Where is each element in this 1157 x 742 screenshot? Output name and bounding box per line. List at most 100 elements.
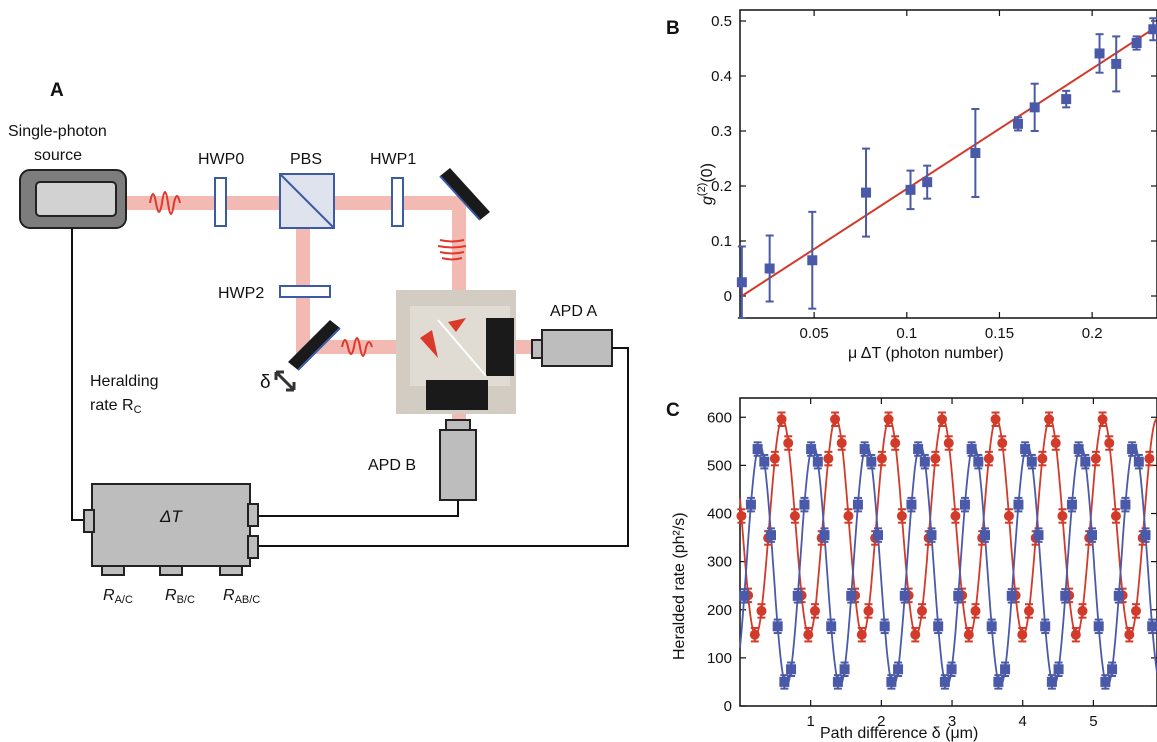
c-data-point-circle	[756, 603, 767, 619]
c-data-point-square	[1020, 441, 1031, 457]
c-square-marker	[846, 590, 857, 601]
c-square-marker	[792, 590, 803, 601]
b-x-tick-label: 0.15	[985, 325, 1014, 342]
c-square-marker	[959, 499, 970, 510]
panel-b-plot-frame	[739, 9, 1157, 319]
b-y-tick-label: 0.5	[711, 13, 732, 30]
b-square-marker	[764, 263, 775, 274]
hwp2-label: HWP2	[218, 285, 264, 302]
c-data-point-square	[913, 441, 924, 457]
c-data-point-square	[1060, 588, 1071, 604]
c-square-marker	[1073, 444, 1084, 455]
c-data-point-square	[946, 661, 957, 678]
c-circle-marker	[983, 453, 994, 464]
b-square-marker	[1061, 94, 1072, 105]
b-data-point	[1111, 35, 1122, 93]
c-data-point-circle	[1070, 626, 1081, 643]
c-data-point-square	[1013, 496, 1024, 513]
b-data-point	[1029, 82, 1040, 132]
c-square-marker	[806, 444, 817, 455]
c-data-point-circle	[1090, 450, 1101, 467]
b-square-marker	[1131, 38, 1142, 48]
c-square-marker	[866, 456, 877, 467]
c-data-point-circle	[890, 435, 901, 451]
c-data-point-square	[1100, 674, 1111, 690]
c-circle-marker	[883, 414, 894, 425]
c-data-point-square	[846, 588, 857, 604]
panel-b-x-axis-label: μ ΔT (photon number)	[848, 345, 1004, 362]
r-bc-label: RB/C	[165, 587, 195, 606]
c-circle-marker	[943, 438, 954, 449]
c-data-point-square	[919, 453, 930, 470]
panel-c-x-ticks: 1 2 3 4 5	[807, 398, 1098, 730]
apd-b-detector	[439, 419, 477, 501]
pbs-label: PBS	[290, 151, 322, 168]
c-circle-marker	[789, 510, 800, 521]
c-circle-marker	[736, 510, 747, 521]
photon-pulse-icon	[149, 191, 181, 215]
c-data-point-square	[953, 588, 964, 604]
c-square-marker	[745, 499, 756, 510]
apd-a-label: APD A	[550, 303, 597, 320]
c-data-point-square	[933, 618, 944, 635]
c-square-marker	[899, 590, 910, 601]
b-fit-line	[741, 25, 1157, 297]
c-data-point-square	[812, 453, 823, 470]
c-data-point-square	[1107, 661, 1118, 678]
c-square-marker	[1120, 499, 1131, 510]
c-circle-marker	[1003, 510, 1014, 521]
c-y-tick-label: 100	[707, 650, 732, 667]
c-data-point-square	[826, 618, 837, 635]
c-square-marker	[926, 530, 937, 541]
source-label-line2: source	[34, 147, 82, 164]
c-data-point-square	[926, 527, 937, 543]
c-square-marker	[1006, 590, 1017, 601]
c-circle-marker	[1110, 510, 1121, 521]
c-data-point-square	[1087, 527, 1098, 543]
panel-a-setup: A Single-photon source HWP0	[8, 80, 629, 606]
panel-c-y-axis-label: Heralded rate (ph²/s)	[671, 512, 688, 660]
c-square-marker	[1093, 621, 1104, 632]
c-square-marker	[1033, 530, 1044, 541]
c-square-marker	[759, 456, 770, 467]
c-circle-marker	[803, 629, 814, 640]
c-data-point-square	[759, 453, 770, 470]
c-data-point-square	[1053, 661, 1064, 678]
c-square-marker	[973, 456, 984, 467]
c-square-marker	[986, 621, 997, 632]
b-data-point	[1131, 35, 1142, 51]
c-data-point-square	[779, 674, 790, 690]
c-circle-marker	[990, 414, 1001, 425]
b-x-tick-label: 0.2	[1082, 325, 1103, 342]
translation-arrow-icon	[274, 370, 296, 392]
c-data-point-square	[1120, 496, 1131, 513]
b-square-marker	[970, 148, 981, 158]
c-square-marker	[1046, 676, 1057, 687]
c-data-point-square	[1040, 618, 1051, 635]
c-data-point-circle	[830, 411, 841, 427]
c-square-marker	[786, 664, 797, 675]
photon-pulse-icon-3	[341, 337, 373, 357]
c-y-tick-label: 0	[724, 698, 732, 715]
c-square-marker	[879, 621, 890, 632]
c-square-marker	[852, 499, 863, 510]
c-square-marker	[832, 676, 843, 687]
c-y-tick-label: 400	[707, 506, 732, 523]
c-x-tick-label: 4	[1019, 713, 1027, 730]
b-data-point	[1148, 17, 1157, 42]
c-circle-marker	[970, 605, 981, 616]
c-circle-marker	[1077, 605, 1088, 616]
c-circle-marker	[843, 510, 854, 521]
c-square-marker	[1040, 621, 1051, 632]
c-circle-marker	[930, 453, 941, 464]
c-circle-marker	[823, 453, 834, 464]
c-circle-marker	[776, 414, 787, 425]
b-square-marker	[905, 184, 916, 195]
c-square-marker	[1060, 590, 1071, 601]
apd-b-label: APD B	[368, 457, 416, 474]
c-data-point-square	[1000, 661, 1011, 678]
b-square-marker	[1094, 48, 1105, 59]
c-data-point-circle	[789, 508, 800, 524]
c-data-point-square	[739, 588, 750, 604]
